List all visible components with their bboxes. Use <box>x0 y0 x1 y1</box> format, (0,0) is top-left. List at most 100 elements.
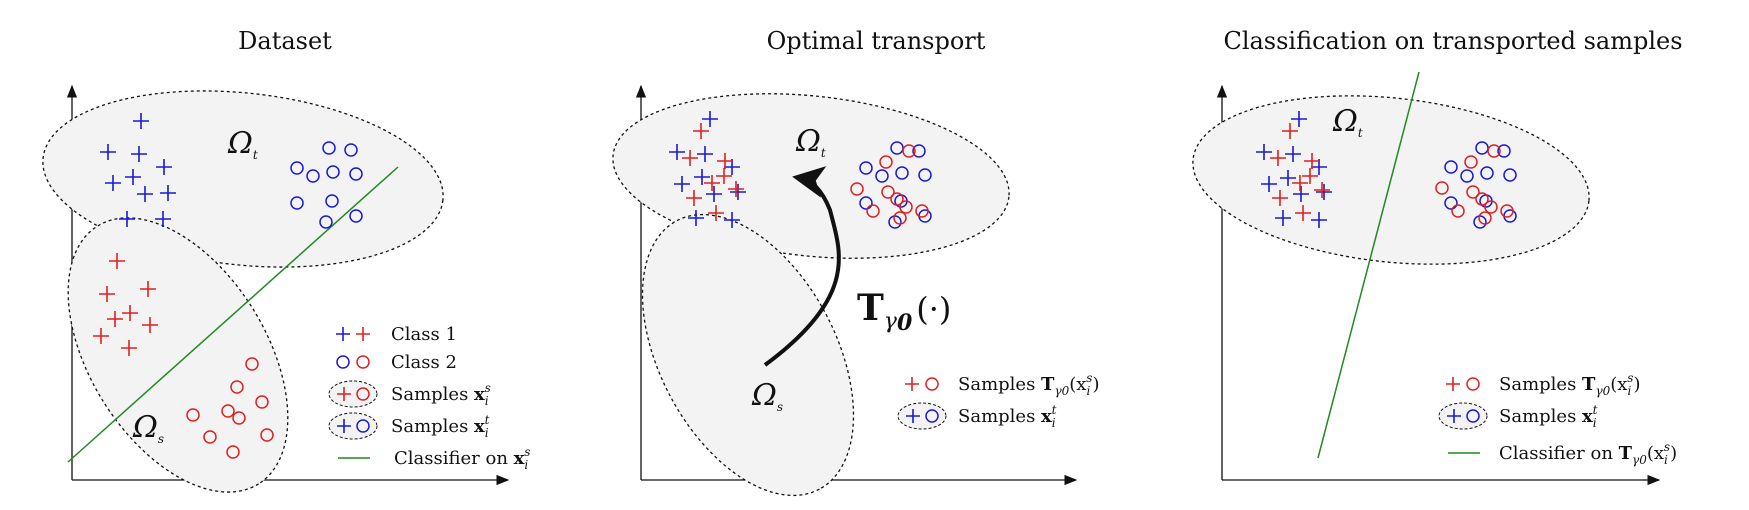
marker-circle <box>290 161 304 175</box>
marker-circle <box>1464 155 1478 169</box>
marker-plus <box>133 113 149 129</box>
marker-plus <box>140 281 156 297</box>
source-domain-ellipse <box>641 213 855 497</box>
marker-plus <box>105 175 121 191</box>
transport-map-label: Tγ0 (·) <box>857 287 951 336</box>
target-class2-markers <box>290 141 363 229</box>
marker-plus <box>121 340 137 356</box>
panel-transport: Optimal transport Ωt Ωs Tγ0 (·) <box>612 27 1099 497</box>
marker-plus <box>1280 170 1296 186</box>
marker-plus <box>1261 176 1277 192</box>
marker-circle <box>895 166 909 180</box>
transported-class2-markers <box>850 144 929 225</box>
marker-circle <box>221 404 235 418</box>
legend-class2: Class 2 <box>391 352 457 373</box>
omega-s-label: Ωs <box>132 410 164 446</box>
marker-circle <box>306 169 320 183</box>
marker-circle <box>879 155 893 169</box>
marker-circle <box>1487 144 1501 158</box>
marker-plus <box>1302 168 1318 184</box>
marker-plus <box>1270 150 1286 166</box>
marker-circle <box>893 211 907 225</box>
marker-circle <box>1500 204 1514 218</box>
marker-plus <box>708 205 724 221</box>
marker-plus <box>730 184 746 200</box>
marker-plus <box>100 144 116 160</box>
marker-circle <box>875 169 889 183</box>
legend-classifier: Classifier on xis <box>394 445 530 472</box>
marker-plus <box>119 211 135 227</box>
marker-plus <box>706 186 722 202</box>
omega-t-label: Ωt <box>1332 104 1363 140</box>
marker-plus <box>131 146 147 162</box>
marker-plus <box>1316 184 1332 200</box>
marker-circle <box>866 204 880 218</box>
marker-circle <box>319 215 333 229</box>
classifier-line <box>67 166 399 463</box>
marker-plus <box>142 317 158 333</box>
marker-circle <box>325 194 339 208</box>
marker-circle <box>899 200 913 214</box>
marker-circle <box>326 165 340 179</box>
marker-circle <box>255 395 269 409</box>
omega-s-label: Ωs <box>751 378 783 414</box>
transported-class1-markers <box>682 123 744 221</box>
marker-circle <box>349 209 363 223</box>
classifier-line <box>1317 71 1420 459</box>
marker-circle <box>322 141 336 155</box>
source-domain-ellipse <box>67 217 289 493</box>
marker-plus <box>728 181 744 197</box>
marker-circle <box>1480 166 1494 180</box>
marker-circle <box>1484 200 1498 214</box>
marker-circle <box>186 408 200 422</box>
marker-plus <box>160 185 176 201</box>
marker-circle <box>1503 168 1517 182</box>
marker-circle <box>890 192 904 206</box>
marker-plus <box>724 212 740 228</box>
marker-circle <box>260 428 274 442</box>
legend-samples-transported: Samples Tγ0(xis) <box>1499 371 1640 398</box>
marker-circle <box>881 185 895 199</box>
legend-samples-target: Samples xit <box>391 413 490 440</box>
marker-circle <box>912 144 926 158</box>
marker-plus <box>688 210 704 226</box>
legend-transport: Samples Tγ0(xis) Samples xit <box>897 371 1099 430</box>
marker-plus <box>716 168 732 184</box>
legend-dataset: Class 1 Class 2 Samples xis Samples xit … <box>328 324 530 472</box>
marker-circle <box>203 430 217 444</box>
marker-plus <box>1293 186 1309 202</box>
target-class1-markers <box>669 111 746 228</box>
marker-plus <box>1292 175 1308 191</box>
marker-plus <box>717 153 733 169</box>
marker-plus <box>1285 146 1301 162</box>
marker-circle <box>902 144 916 158</box>
marker-plus <box>704 175 720 191</box>
source-class2-markers <box>186 357 274 459</box>
marker-circle <box>1497 144 1511 158</box>
marker-circle <box>230 380 244 394</box>
marker-plus <box>1311 212 1327 228</box>
target-class1-markers <box>1256 111 1332 228</box>
marker-circle <box>1478 211 1492 225</box>
panel-classification: Classification on transported samples Ωt <box>1192 27 1683 486</box>
transported-class1-markers <box>1270 123 1330 221</box>
marker-circle <box>859 196 873 210</box>
marker-plus <box>674 176 690 192</box>
transport-arrow <box>763 166 841 367</box>
marker-plus <box>1272 190 1288 206</box>
marker-circle <box>290 196 304 210</box>
marker-circle <box>1435 181 1449 195</box>
legend-class1: Class 1 <box>391 324 457 345</box>
panel-title-transport: Optimal transport <box>767 27 986 55</box>
marker-plus <box>109 253 125 269</box>
marker-plus <box>107 311 123 327</box>
marker-circle <box>1451 204 1465 218</box>
legend-samples-source: Samples xis <box>391 381 491 408</box>
marker-circle <box>1466 185 1480 199</box>
marker-plus <box>697 146 713 162</box>
panel-dataset: Dataset Ωt Ωs <box>42 27 530 493</box>
marker-circle <box>1444 196 1458 210</box>
marker-plus <box>682 150 698 166</box>
marker-circle <box>226 445 240 459</box>
